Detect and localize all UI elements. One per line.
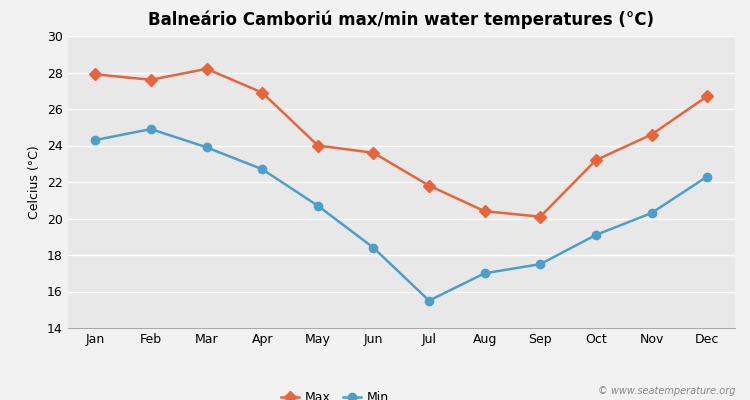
Min (146, 127, 155, 132)
Max (146, 77, 155, 82)
Min (480, 271, 489, 276)
Max (91, 72, 100, 77)
Y-axis label: Celcius (°C): Celcius (°C) (28, 145, 41, 219)
Max (647, 132, 656, 137)
Max (369, 150, 378, 155)
Max (536, 214, 544, 219)
Max (202, 66, 211, 71)
Min (647, 211, 656, 216)
Max (258, 90, 267, 95)
Line: Max: Max (92, 65, 711, 221)
Max (480, 209, 489, 214)
Title: Balneário Camboriú max/min water temperatures (°C): Balneário Camboriú max/min water tempera… (148, 10, 654, 29)
Line: Min: Min (92, 125, 711, 305)
Text: © www.seatemperature.org: © www.seatemperature.org (598, 386, 735, 396)
Min (202, 145, 211, 150)
Max (592, 158, 601, 162)
Max (703, 94, 712, 99)
Max (424, 183, 433, 188)
Max (314, 143, 322, 148)
Min (314, 203, 322, 208)
Min (536, 262, 544, 266)
Min (258, 167, 267, 172)
Min (703, 174, 712, 179)
Legend: Max, Min: Max, Min (275, 386, 394, 400)
Min (592, 232, 601, 237)
Min (91, 138, 100, 142)
Min (424, 298, 433, 303)
Min (369, 245, 378, 250)
